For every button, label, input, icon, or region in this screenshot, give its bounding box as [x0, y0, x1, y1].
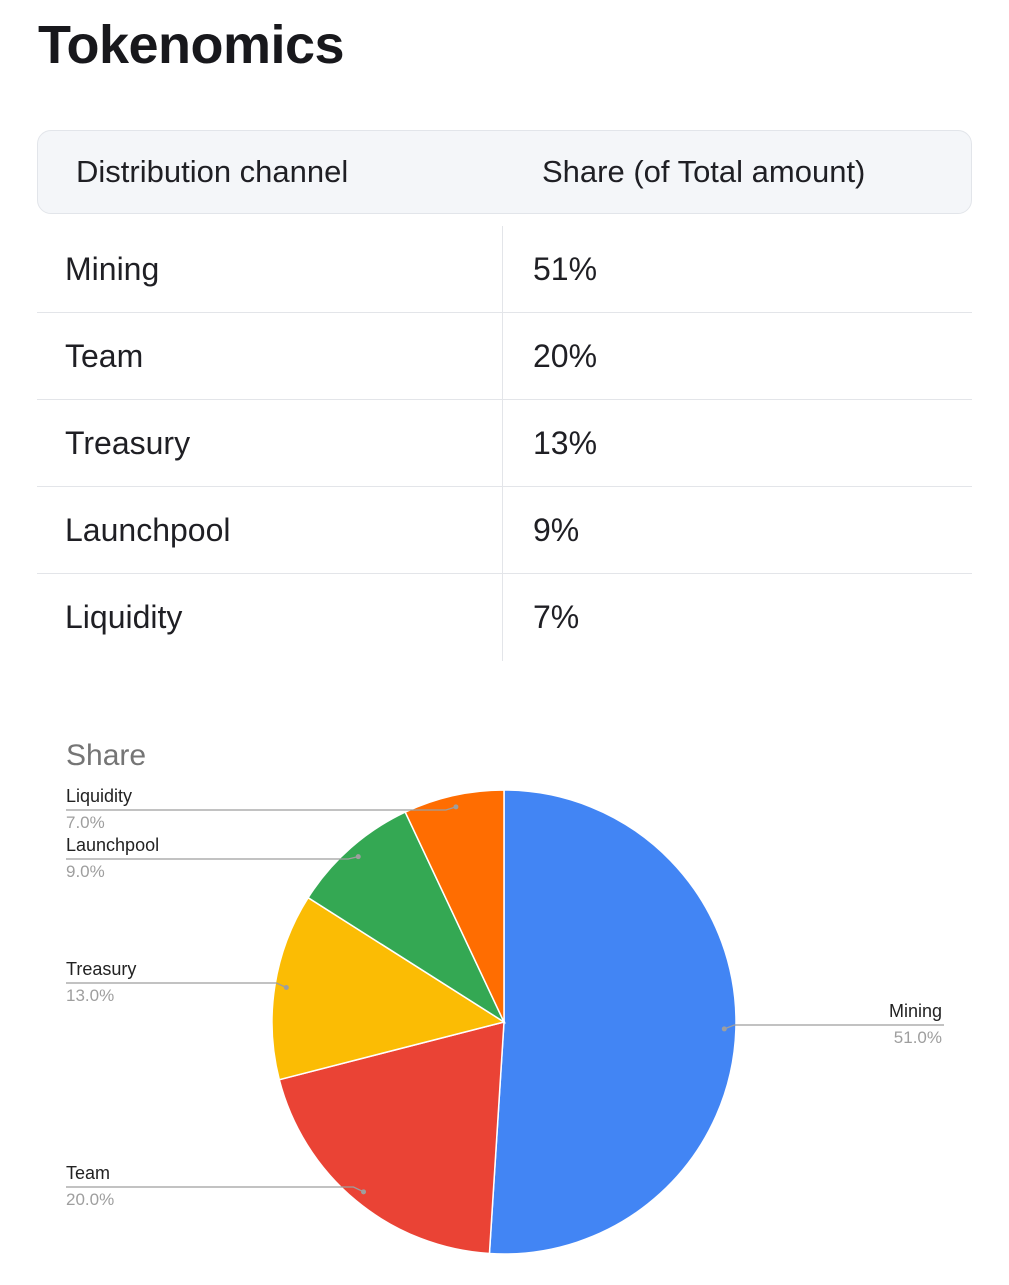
pie-slice-treasury — [271, 896, 506, 1081]
table-row: Team 20% — [37, 313, 972, 400]
slice-value-team: 20.0% — [66, 1190, 114, 1209]
slice-label-mining: Mining — [889, 1001, 942, 1021]
cell-channel: Launchpool — [37, 487, 503, 573]
leader-line-launchpool — [66, 856, 359, 860]
distribution-table: Distribution channel Share (of Total amo… — [37, 130, 972, 661]
table-body: Mining 51% Team 20% Treasury 13% Launchp… — [37, 226, 972, 661]
cell-channel: Treasury — [37, 400, 503, 486]
cell-share: 51% — [533, 250, 598, 287]
cell-channel: Mining — [37, 226, 503, 312]
table-header: Distribution channel Share (of Total amo… — [37, 130, 972, 214]
slice-value-liquidity: 7.0% — [66, 813, 105, 832]
pie-slice-liquidity — [404, 789, 505, 1023]
table-row: Mining 51% — [37, 226, 972, 313]
cell-share: 13% — [533, 424, 598, 461]
share-pie-chart: Share Mining 51.0% Team 20.0% Treasury 13.0% L… — [0, 720, 1009, 1280]
column-header-channel: Distribution channel — [76, 154, 349, 189]
leader-line-liquidity — [66, 806, 457, 811]
page-title: Tokenomics — [38, 15, 345, 75]
leader-line-treasury — [66, 982, 287, 989]
leader-line-mining — [724, 1024, 944, 1030]
slice-label-liquidity: Liquidity — [66, 786, 132, 806]
pie-slice-team — [278, 1021, 505, 1255]
cell-share: 9% — [533, 511, 580, 548]
slice-label-treasury: Treasury — [66, 959, 136, 979]
pie-slice-mining — [488, 789, 737, 1255]
table-row: Treasury 13% — [37, 400, 972, 487]
table-row: Launchpool 9% — [37, 487, 972, 574]
leader-dot-mining — [721, 1026, 727, 1032]
slice-label-launchpool: Launchpool — [66, 835, 159, 855]
table-row: Liquidity 7% — [37, 574, 972, 661]
leader-line-team — [66, 1186, 364, 1193]
chart-title: Share — [66, 739, 146, 772]
slice-value-treasury: 13.0% — [66, 986, 114, 1005]
cell-share: 20% — [533, 337, 598, 374]
slice-value-mining: 51.0% — [894, 1028, 942, 1047]
slice-value-launchpool: 9.0% — [66, 862, 105, 881]
cell-channel: Team — [37, 313, 503, 399]
pie-slice-launchpool — [307, 811, 506, 1025]
slice-label-team: Team — [66, 1163, 110, 1183]
column-header-share: Share (of Total amount) — [542, 154, 866, 189]
cell-share: 7% — [533, 599, 580, 635]
cell-channel: Liquidity — [37, 574, 503, 661]
pie-chart-svg: Share Mining 51.0% Team 20.0% Treasury 13.0% L… — [66, 739, 944, 1255]
